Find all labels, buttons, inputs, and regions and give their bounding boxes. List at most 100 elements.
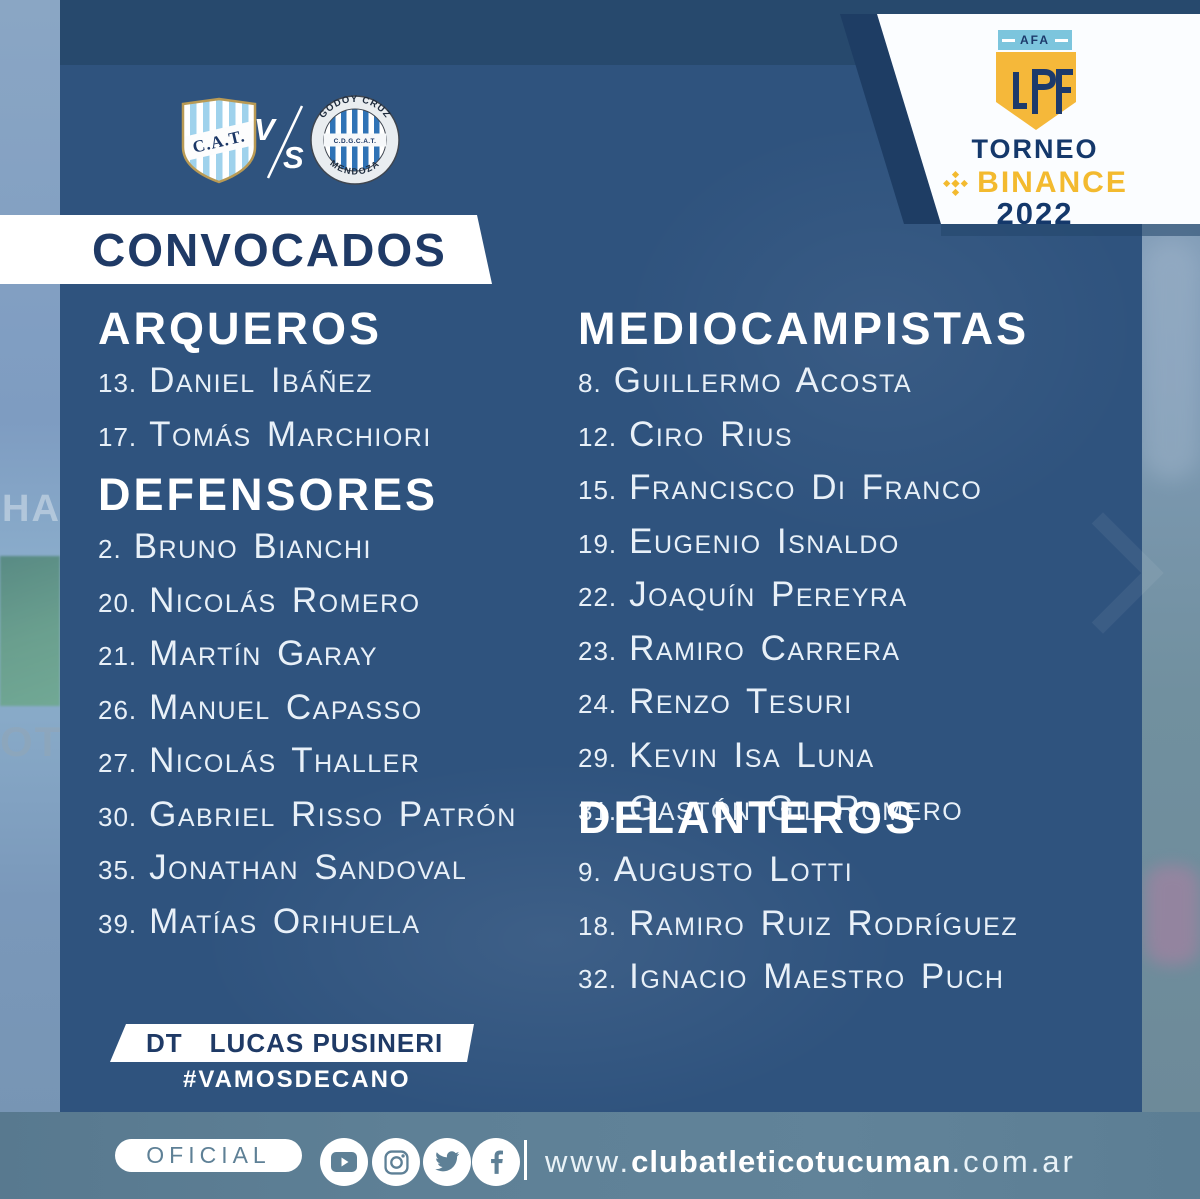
player-number: 17.: [98, 421, 138, 452]
player-number: 32.: [578, 964, 618, 994]
player-row: 23. Ramiro Carrera: [578, 626, 1098, 680]
hashtag: #VAMOSDECANO: [183, 1066, 411, 1093]
section-title: ARQUEROS: [98, 303, 383, 354]
player-number: 30.: [98, 801, 138, 832]
background-pink-detail: [1145, 865, 1200, 965]
section-title: MEDIOCAMPISTAS: [578, 303, 1030, 354]
torneo-label: TORNEO: [971, 134, 1099, 164]
player-row: 31. Gastón Gil Romero: [578, 786, 1098, 840]
player-name: Martín Garay: [149, 634, 379, 673]
background-artifact-text: HA: [2, 488, 61, 530]
url-suffix: .com.ar: [951, 1144, 1076, 1179]
player-name: Renzo Tesuri: [629, 682, 853, 721]
player-number: 21.: [98, 641, 138, 671]
player-name: Augusto Lotti: [613, 850, 854, 889]
section-title: DEFENSORES: [98, 469, 439, 520]
away-team-crest: C.D.G.C.A.T. GODOY CRUZ MENDOZA: [310, 94, 400, 185]
section-delanteros: DELANTEROS 9. Augusto Lotti 18. Ramiro Rui…: [578, 795, 1098, 1008]
player-row: 19. Eugenio Isnaldo: [578, 519, 1098, 573]
lpf-shield: [996, 52, 1076, 130]
player-number: 12.: [578, 421, 618, 452]
player-number: 26.: [98, 694, 138, 725]
player-number: 18.: [578, 910, 618, 941]
away-crest-band-text: C.D.G.C.A.T.: [334, 138, 377, 145]
afa-label: AFA: [1020, 33, 1050, 47]
player-name: Nicolás Thaller: [149, 741, 421, 780]
player-name: Nicolás Romero: [149, 580, 421, 620]
player-number: 13.: [98, 368, 138, 398]
player-list: 2. Bruno Bianchi 20. Nicolás Romero 21. Mar…: [98, 524, 618, 952]
player-name: Guillermo Acosta: [613, 361, 913, 400]
url-prefix: www.: [545, 1144, 632, 1179]
instagram-icon: [372, 1138, 420, 1186]
convocados-banner: CONVOCADOS: [0, 215, 492, 284]
player-number: 31.: [578, 796, 618, 826]
player-name: Ciro Rius: [629, 414, 794, 454]
card-shadow-line: [941, 224, 1200, 236]
player-list: 9. Augusto Lotti 18. Ramiro Ruiz Rodríguez…: [578, 847, 1098, 1008]
player-row: 2. Bruno Bianchi: [98, 524, 618, 578]
versus-mark: V: [254, 112, 275, 147]
binance-label: BINANCE: [977, 166, 1128, 199]
player-number: 15.: [578, 475, 618, 505]
player-number: 35.: [98, 855, 138, 885]
player-list: 8. Guillermo Acosta 12. Ciro Rius 15. Franc…: [578, 358, 1098, 840]
versus-slash: [266, 105, 304, 179]
player-name: Eugenio Isnaldo: [629, 521, 900, 561]
player-row: 29. Kevin Isa Luna: [578, 733, 1098, 787]
section-title: DELANTEROS: [578, 792, 919, 843]
player-row: 15. Francisco Di Franco: [578, 465, 1098, 519]
coach-role-label: DT: [146, 1027, 183, 1058]
background-highlight: [1142, 240, 1200, 480]
player-row: 30. Gabriel Risso Patrón: [98, 792, 618, 846]
player-row: 27. Nicolás Thaller: [98, 738, 618, 792]
player-name: Gastón Gil Romero: [629, 789, 964, 828]
website-url: www. clubatleticotucuman .com.ar: [545, 1138, 1076, 1186]
player-number: 24.: [578, 689, 618, 719]
player-row: 39. Matías Orihuela: [98, 899, 618, 953]
player-number: 39.: [98, 908, 138, 939]
footer-separator: [524, 1140, 527, 1180]
player-number: 20.: [98, 587, 138, 618]
player-number: 22.: [578, 582, 618, 612]
coach-banner: DT LUCAS PUSINERI: [110, 1024, 474, 1062]
player-row: 20. Nicolás Romero: [98, 578, 618, 632]
player-list: 13. Daniel Ibáñez 17. Tomás Marchiori: [98, 358, 618, 465]
player-row: 13. Daniel Ibáñez: [98, 358, 618, 412]
player-name: Daniel Ibáñez: [149, 361, 373, 400]
facebook-icon: [472, 1138, 520, 1186]
player-name: Matías Orihuela: [149, 901, 421, 941]
player-name: Tomás Marchiori: [149, 414, 432, 454]
player-name: Jonathan Sandoval: [149, 848, 468, 887]
player-number: 8.: [578, 368, 602, 398]
official-badge: OFICIAL: [115, 1139, 302, 1172]
player-name: Ramiro Ruiz Rodríguez: [629, 903, 1019, 943]
section-defensores: DEFENSORES 2. Bruno Bianchi 20. Nicolás Ro…: [98, 472, 618, 952]
player-number: 2.: [98, 534, 122, 564]
player-number: 19.: [578, 528, 618, 559]
player-name: Kevin Isa Luna: [629, 735, 875, 775]
home-team-crest: C.A.T.: [181, 97, 257, 184]
afa-ribbon: AFA: [998, 30, 1072, 50]
player-number: 23.: [578, 635, 618, 666]
right-photo-band: [1142, 65, 1200, 1112]
player-row: 21. Martín Garay: [98, 631, 618, 685]
player-row: 8. Guillermo Acosta: [578, 358, 1098, 412]
official-label: OFICIAL: [146, 1142, 271, 1168]
player-name: Manuel Capasso: [149, 687, 423, 727]
player-name: Ramiro Carrera: [629, 628, 901, 668]
coach-name: LUCAS PUSINERI: [209, 1027, 444, 1058]
player-name: Bruno Bianchi: [133, 527, 372, 566]
player-name: Joaquín Pereyra: [629, 575, 908, 614]
year-label: 2022: [996, 196, 1074, 231]
convocados-title: CONVOCADOS: [92, 223, 447, 276]
player-row: 17. Tomás Marchiori: [98, 412, 618, 466]
player-name: Francisco Di Franco: [629, 468, 983, 507]
player-row: 18. Ramiro Ruiz Rodríguez: [578, 901, 1098, 955]
twitter-icon: [423, 1138, 471, 1186]
player-row: 26. Manuel Capasso: [98, 685, 618, 739]
url-domain: clubatleticotucuman: [631, 1144, 952, 1179]
background-artifact-text: OT: [0, 718, 63, 765]
player-row: 22. Joaquín Pereyra: [578, 572, 1098, 626]
youtube-icon: [320, 1138, 368, 1186]
